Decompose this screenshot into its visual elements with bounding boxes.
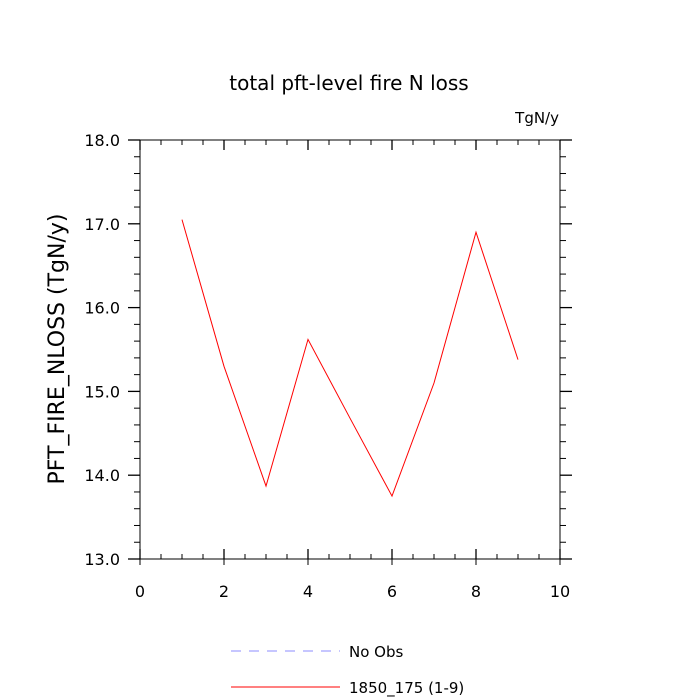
y-tick-label: 15.0 xyxy=(84,382,120,401)
y-tick-label: 13.0 xyxy=(84,550,120,569)
y-axis-label: PFT_FIRE_NLOSS (TgN/y) xyxy=(45,214,70,485)
x-tick-label: 4 xyxy=(303,582,313,601)
x-tick-label: 10 xyxy=(550,582,570,601)
x-tick-label: 2 xyxy=(219,582,229,601)
legend-label: 1850_175 (1-9) xyxy=(349,679,464,698)
plot-frame xyxy=(139,139,561,560)
axis-ticks xyxy=(128,139,572,565)
x-tick-label: 8 xyxy=(471,582,481,601)
legend: No Obs 1850_175 (1-9) xyxy=(231,643,464,698)
y-tick-label: 17.0 xyxy=(84,215,120,234)
y-tick-label: 14.0 xyxy=(84,466,120,485)
series-line xyxy=(181,219,519,498)
x-tick-label: 6 xyxy=(387,582,397,601)
y-tick-label: 16.0 xyxy=(84,299,120,318)
legend-label: No Obs xyxy=(349,643,403,661)
axis-tick-labels: 0 2 4 6 8 10 13.0 14.0 15.0 16.0 17.0 18.0 xyxy=(84,131,570,601)
chart-title: total pft-level fire N loss xyxy=(229,71,468,95)
y-tick-label: 18.0 xyxy=(84,131,120,150)
units-label: TgN/y xyxy=(514,109,559,127)
x-tick-label: 0 xyxy=(135,582,145,601)
series-layer xyxy=(181,219,519,498)
